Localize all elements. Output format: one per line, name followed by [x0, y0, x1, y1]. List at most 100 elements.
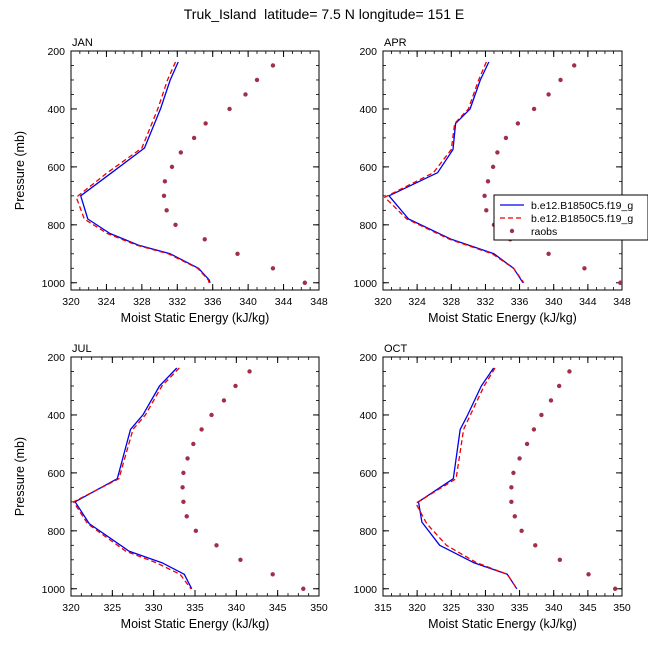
raobs-point	[558, 77, 563, 83]
x-tick-label: 340	[239, 296, 257, 308]
y-tick-label: 800	[359, 220, 377, 232]
panel-label: JAN	[72, 37, 93, 49]
y-tick-label: 400	[359, 104, 377, 116]
x-tick-label: 335	[511, 602, 529, 614]
model-dashed-line	[415, 367, 518, 590]
raobs-point	[519, 528, 524, 534]
raobs-point	[533, 543, 538, 548]
model-solid-line	[80, 61, 211, 283]
panel-jul: 320 325 330 335 340 345 350 200 400 600 800 1000 JUL…	[13, 343, 328, 631]
raobs-point	[485, 179, 491, 184]
x-tick-label: 348	[613, 296, 631, 308]
y-axis-label: Pressure (mb)	[13, 131, 27, 210]
x-tick-label: 320	[408, 602, 426, 614]
raobs-point	[546, 251, 551, 256]
raobs-point	[162, 179, 168, 184]
raobs-point	[164, 208, 169, 213]
x-tick-label: 350	[310, 602, 328, 614]
y-tick-label: 400	[47, 104, 65, 116]
y-tick-label: 600	[359, 468, 377, 480]
x-tick-label: 324	[98, 296, 116, 308]
raobs-point	[531, 427, 537, 432]
plot-frame	[70, 50, 320, 291]
raobs-point	[203, 121, 208, 126]
panel-label: JUL	[72, 343, 92, 355]
raobs-point	[247, 369, 252, 374]
x-tick-label: 320	[62, 296, 80, 308]
y-tick-label: 800	[47, 526, 65, 538]
x-tick-label: 330	[477, 602, 495, 614]
y-tick-label: 200	[47, 46, 65, 58]
y-tick-label: 200	[359, 46, 377, 58]
raobs-point	[199, 427, 204, 432]
raobs-point	[539, 412, 544, 418]
raobs-point	[238, 557, 243, 562]
legend-label: raobs	[531, 226, 557, 238]
raobs-point	[524, 441, 530, 447]
x-tick-label: 320	[374, 296, 392, 308]
raobs-point	[173, 222, 178, 228]
raobs-point	[586, 572, 591, 577]
raobs-point	[531, 106, 537, 112]
panel-oct: 315 320 325 330 335 340 345 350 200 400 600 800 1000…	[354, 343, 631, 631]
raobs-point	[301, 586, 306, 591]
model-dashed-line	[75, 61, 210, 283]
raobs-point	[503, 135, 509, 141]
x-tick-label: 324	[408, 296, 426, 308]
raobs-point	[169, 164, 175, 170]
panel-jan: 320 324 328 332 336 340 344 348 200 400 600 800 1000…	[13, 37, 328, 325]
raobs-point	[557, 557, 563, 562]
y-axis-label: Pressure (mb)	[13, 437, 27, 516]
series-group	[72, 367, 306, 591]
raobs-point	[270, 266, 276, 271]
raobs-point	[270, 572, 275, 577]
y-tick-label: 800	[47, 220, 65, 232]
series-group	[415, 367, 618, 591]
legend-label: b.e12.B1850C5.f19_g	[531, 200, 633, 212]
raobs-point	[161, 193, 167, 199]
model-solid-line	[74, 367, 193, 590]
model-dashed-line	[72, 367, 192, 590]
raobs-point	[254, 77, 260, 83]
x-tick-label: 332	[169, 296, 187, 308]
plot-frame	[382, 50, 623, 291]
raobs-point	[618, 280, 622, 285]
y-tick-label: 600	[359, 162, 377, 174]
y-tick-label: 1000	[354, 584, 378, 596]
x-tick-label: 330	[145, 602, 163, 614]
raobs-point	[191, 441, 196, 447]
raobs-point	[556, 383, 562, 389]
x-tick-label: 328	[133, 296, 151, 308]
panel-label: APR	[384, 37, 407, 49]
raobs-point	[180, 485, 185, 490]
raobs-point	[512, 514, 517, 519]
raobs-point	[548, 398, 554, 403]
x-tick-label: 340	[545, 602, 563, 614]
y-tick-label: 400	[359, 410, 377, 422]
raobs-point	[511, 470, 516, 476]
raobs-point	[233, 383, 238, 389]
raobs-point	[482, 193, 487, 199]
series-group	[384, 61, 622, 285]
x-tick-label: 328	[443, 296, 461, 308]
raobs-point	[184, 514, 189, 519]
panel-label: OCT	[384, 343, 408, 355]
panel-apr: 320 324 328 332 336 340 344 348 200 400 600 800 1000…	[354, 37, 631, 325]
raobs-point	[193, 528, 199, 534]
x-tick-label: 325	[104, 602, 122, 614]
raobs-point	[202, 237, 207, 242]
y-tick-label: 1000	[354, 278, 378, 290]
x-tick-label: 336	[511, 296, 529, 308]
x-tick-label: 348	[310, 296, 328, 308]
x-tick-label: 340	[228, 602, 246, 614]
x-tick-label: 350	[613, 602, 631, 614]
x-tick-label: 325	[443, 602, 461, 614]
y-tick-label: 200	[47, 352, 65, 364]
plot-frame	[382, 356, 623, 597]
model-dashed-line	[384, 61, 525, 284]
raobs-point	[517, 456, 522, 461]
x-tick-label: 340	[545, 296, 563, 308]
y-tick-label: 1000	[42, 584, 66, 596]
